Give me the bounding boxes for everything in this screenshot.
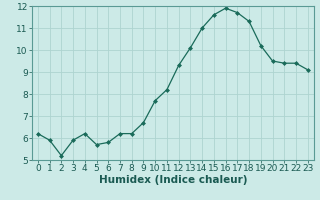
X-axis label: Humidex (Indice chaleur): Humidex (Indice chaleur) — [99, 175, 247, 185]
